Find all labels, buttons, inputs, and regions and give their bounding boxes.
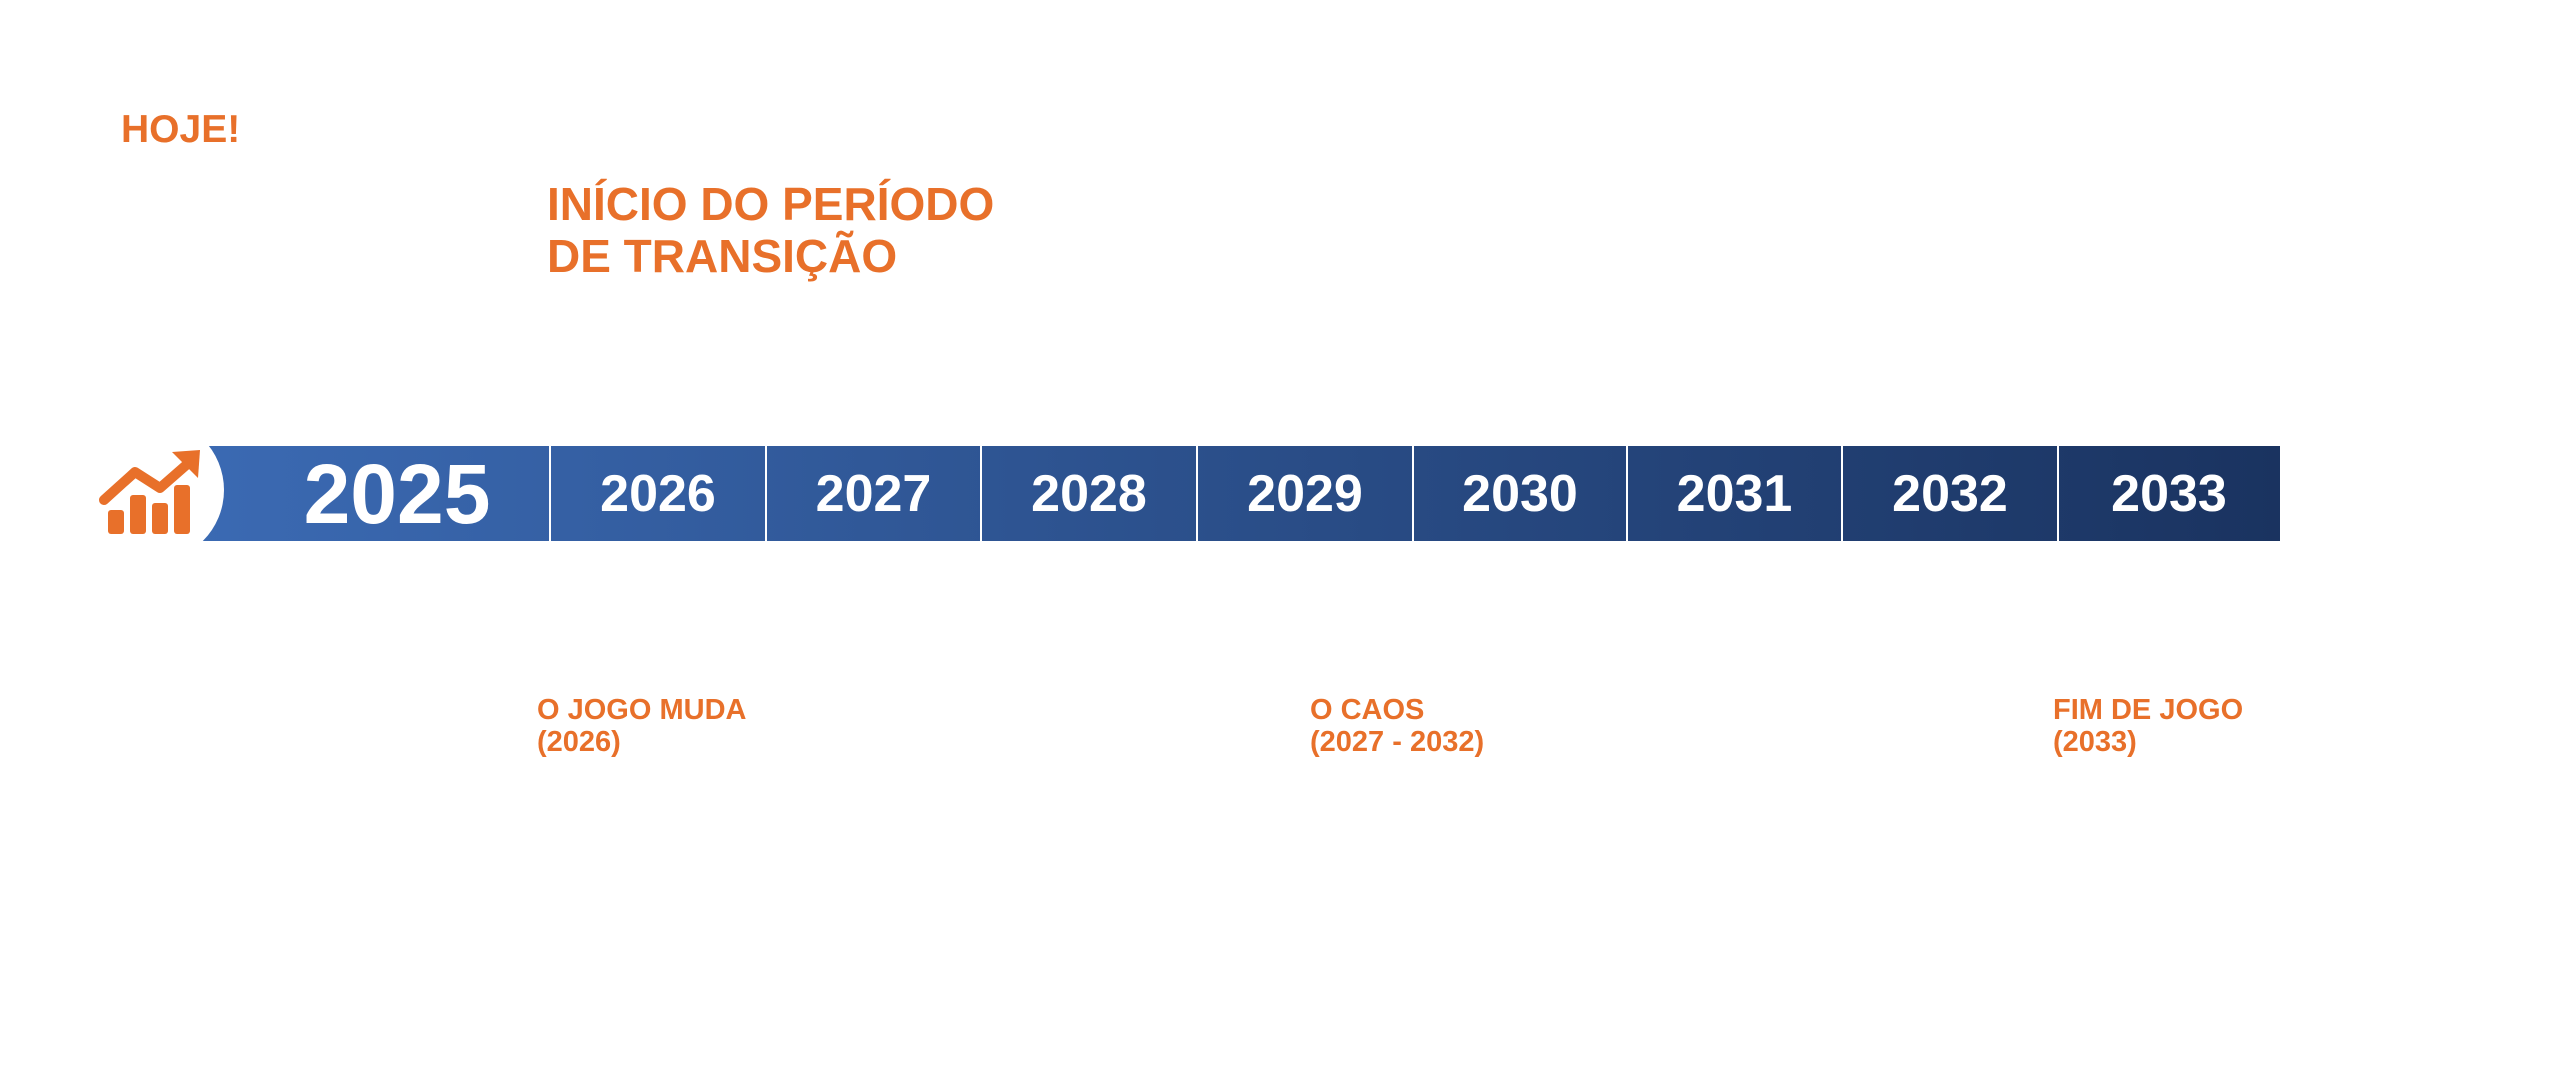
milestone-title: O JOGO MUDA: [537, 694, 747, 726]
timeline-bar: [190, 446, 2280, 541]
milestone-period: (2027 - 2032): [1310, 726, 1484, 758]
year-label: 2028: [1031, 465, 1147, 523]
transition-title: DE TRANSIÇÃO: [547, 230, 897, 282]
milestone-period: (2026): [537, 726, 621, 758]
year-label: 2032: [1892, 465, 2008, 523]
milestone-title: O CAOS: [1310, 694, 1424, 726]
year-label: 2026: [600, 465, 716, 523]
year-label: 2027: [816, 465, 932, 523]
year-label: 2025: [304, 447, 491, 541]
transition-title: INÍCIO DO PERÍODO: [547, 178, 994, 230]
year-cells: 2025 2026 2027 2028 2029 2030 2031 2032 2033: [304, 446, 2227, 541]
year-label: 2030: [1462, 465, 1578, 523]
year-label: 2031: [1677, 465, 1793, 523]
icon-circle: [80, 418, 224, 562]
milestone-period: (2033): [2053, 726, 2137, 758]
year-label: 2029: [1247, 465, 1363, 523]
year-label: 2033: [2111, 465, 2227, 523]
milestone-title: FIM DE JOGO: [2053, 694, 2243, 726]
today-label: HOJE!: [121, 108, 240, 151]
growth-icon: [99, 450, 200, 534]
